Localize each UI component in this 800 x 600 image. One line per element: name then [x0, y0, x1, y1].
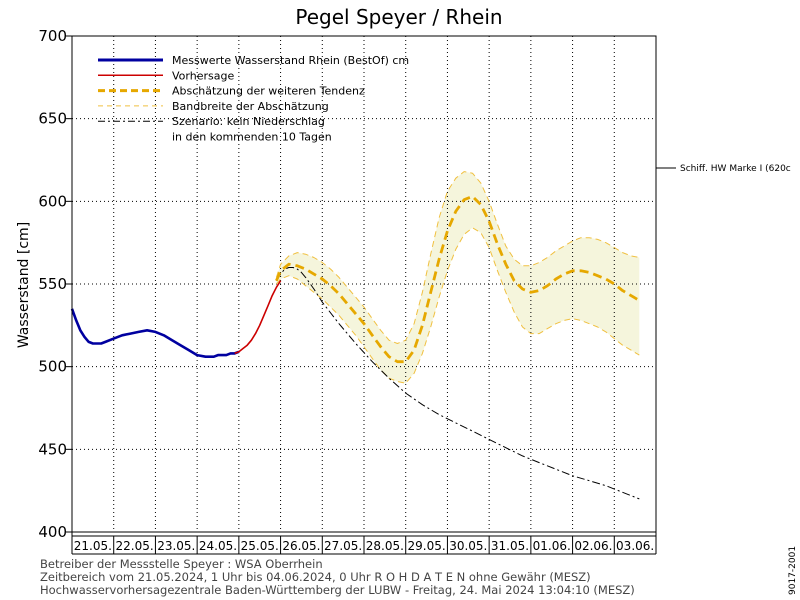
chart-title: Pegel Speyer / Rhein [295, 5, 502, 29]
series-band-upper-line [275, 171, 640, 344]
y-tick-label: 700 [38, 27, 67, 45]
band-fill [276, 171, 640, 384]
y-tick-label: 500 [38, 358, 67, 376]
legend: Messwerte Wasserstand Rhein (BestOf) cm V… [98, 54, 409, 144]
legend-label: in den kommenden 10 Tagen [172, 131, 332, 144]
x-tick-label: 21.05. [74, 539, 112, 553]
reference-label: Schiff. HW Marke I (620c [680, 164, 791, 174]
series-scenario-line [275, 267, 640, 500]
x-tick-label: 02.06. [574, 539, 612, 553]
y-tick-label: 400 [38, 523, 67, 541]
grid-layer [72, 36, 656, 532]
y-tick-label: 550 [38, 275, 67, 293]
y-tick-label: 600 [38, 192, 67, 210]
image-code: 9017-2001 [788, 546, 798, 595]
footer-period: Zeitbereich vom 21.05.2024, 1 Uhr bis 04… [40, 570, 591, 584]
footer-operator: Betreiber der Messstelle Speyer : WSA Ob… [40, 557, 323, 571]
series-measured-line [70, 308, 240, 359]
x-tick-label: 26.05. [282, 539, 320, 553]
footer-center: Hochwasservorhersagezentrale Baden-Württ… [40, 583, 635, 597]
y-tick-label: 650 [38, 110, 67, 128]
x-tick-label: 28.05. [366, 539, 404, 553]
x-tick-label: 23.05. [157, 539, 195, 553]
x-tick-label: 27.05. [324, 539, 362, 553]
band-layer [276, 171, 640, 384]
x-tick-label: 01.06. [533, 539, 571, 553]
x-tick-label: 25.05. [241, 539, 279, 553]
series-layer [70, 171, 641, 500]
series-tendency-line [275, 194, 641, 364]
legend-label: Abschätzung der weiteren Tendenz [172, 85, 365, 98]
reference-line: Schiff. HW Marke I (620c [656, 164, 791, 174]
x-tick-label: 03.06. [616, 539, 654, 553]
legend-label: Bandbreite der Abschätzung [172, 100, 329, 113]
x-tick-label: 30.05. [449, 539, 487, 553]
x-tick-labels: 21.05. 22.05. 23.05. 24.05. 25.05. 26.05. 27.0… [74, 536, 654, 554]
y-axis-label: Wasserstand [cm] [16, 222, 32, 348]
x-tick-label: 24.05. [199, 539, 237, 553]
series-band-lower-line [276, 227, 640, 384]
legend-label: Messwerte Wasserstand Rhein (BestOf) cm [172, 54, 409, 67]
y-tick-label: 450 [38, 440, 67, 458]
y-tick-labels: 400 450 500 550 600 650 700 [38, 27, 72, 541]
x-tick-label: 31.05. [491, 539, 529, 553]
legend-label: Szenario: kein Niederschlag [172, 115, 325, 128]
series-forecast-line [234, 280, 282, 355]
x-tick-label: 22.05. [115, 539, 153, 553]
x-tick-label: 29.05. [407, 539, 445, 553]
legend-label: Vorhersage [172, 69, 234, 82]
